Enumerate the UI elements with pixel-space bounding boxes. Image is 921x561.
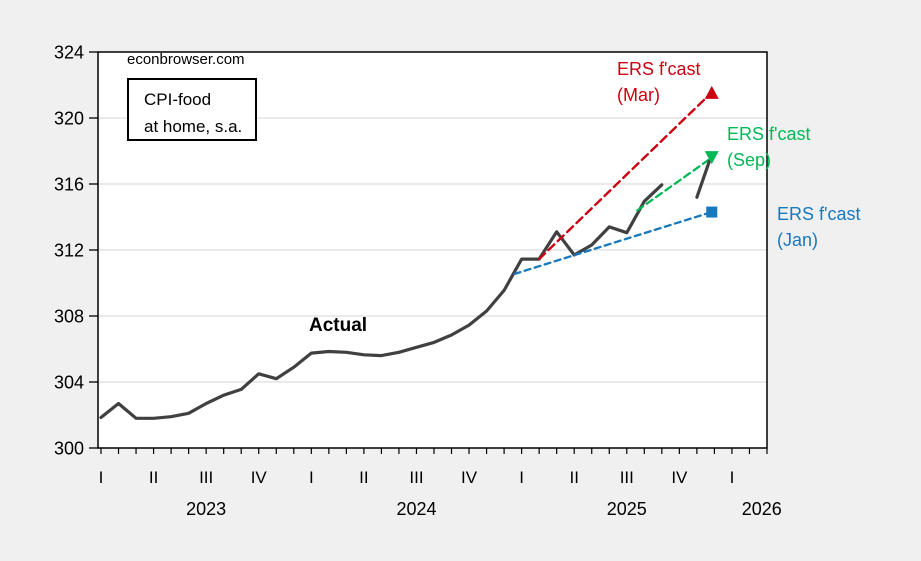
actual-line-label: Actual xyxy=(309,315,368,336)
xtick-quarter-label-5: II xyxy=(359,468,368,487)
xtick-quarter-label-11: IV xyxy=(671,468,688,487)
xtick-quarter-label-2: III xyxy=(199,468,213,487)
series-line-actual_tail xyxy=(695,160,711,199)
ytick-label-308: 308 xyxy=(54,307,84,327)
forecast-label-mar-line1: ERS f'cast xyxy=(617,59,701,79)
xtick-quarter-label-1: II xyxy=(149,468,158,487)
xtick-quarter-label-4: I xyxy=(309,468,314,487)
forecast-label-sep: ERS f'cast (Sep) xyxy=(727,121,810,173)
source-watermark: econbrowser.com xyxy=(127,51,245,68)
xtick-quarter-label-10: III xyxy=(620,468,634,487)
forecast-label-mar-line2: (Mar) xyxy=(617,85,660,105)
series-note-box: CPI-food at home, s.a. xyxy=(127,78,257,141)
xtick-quarter-label-0: I xyxy=(99,468,104,487)
xtick-quarter-label-8: I xyxy=(519,468,524,487)
xtick-quarter-label-7: IV xyxy=(461,468,478,487)
forecast-label-sep-line2: (Sep) xyxy=(727,150,772,170)
ytick-label-300: 300 xyxy=(54,439,84,459)
forecast-label-sep-line1: ERS f'cast xyxy=(727,124,811,144)
ytick-label-324: 324 xyxy=(54,43,84,63)
ytick-label-304: 304 xyxy=(54,373,84,393)
series-line-fcast_jan xyxy=(513,210,713,276)
xtick-year-label-2024: 2024 xyxy=(396,499,436,519)
series-line-actual xyxy=(99,183,664,420)
series-line-fcast_mar xyxy=(537,91,713,261)
xtick-quarter-label-3: IV xyxy=(251,468,268,487)
xtick-year-label-2025: 2025 xyxy=(607,499,647,519)
note-line-1: CPI-food xyxy=(144,90,212,109)
xtick-quarter-label-6: III xyxy=(409,468,423,487)
xtick-year-label-2023: 2023 xyxy=(186,499,226,519)
marker-fcast_sep-triangle-down-icon xyxy=(704,151,719,165)
ytick-label-316: 316 xyxy=(54,175,84,195)
forecast-label-jan-line1: ERS f'cast xyxy=(777,204,861,224)
xtick-quarter-label-9: II xyxy=(569,468,578,487)
xtick-year-label-2026: 2026 xyxy=(742,499,782,519)
forecast-label-jan-line2: (Jan) xyxy=(777,230,819,250)
ytick-label-312: 312 xyxy=(54,241,84,261)
note-line-2: at home, s.a. xyxy=(144,117,243,136)
marker-fcast_jan-square-icon xyxy=(706,206,718,218)
series-line-fcast_sep xyxy=(636,156,713,212)
forecast-label-jan: ERS f'cast (Jan) xyxy=(777,201,860,253)
xtick-quarter-label-12: I xyxy=(730,468,735,487)
forecast-label-mar: ERS f'cast (Mar) xyxy=(617,56,700,108)
marker-fcast_mar-triangle-up-icon xyxy=(704,85,719,99)
ytick-label-320: 320 xyxy=(54,109,84,129)
